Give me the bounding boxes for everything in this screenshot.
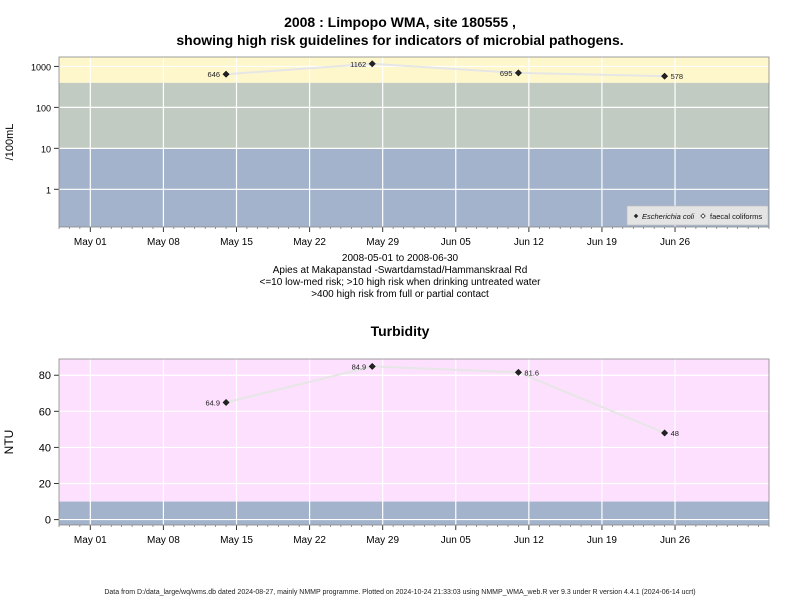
chart2-xtick-label: May 08 (147, 535, 180, 546)
chart2-xtick-label: May 29 (366, 535, 399, 546)
chart1-ytick-label: 10 (41, 144, 51, 154)
chart2-point (661, 429, 669, 437)
chart2-band-0 (59, 501, 769, 525)
chart1-legend-label-ecoli: Escherichia coli (642, 212, 694, 221)
chart1-point (661, 72, 669, 80)
chart1-data-label: 695 (500, 69, 513, 78)
chart2-xtick-label: Jun 12 (514, 535, 544, 546)
chart1-series-line (225, 62, 665, 78)
chart1-xlabel-line2: Apies at Makapanstad -Swartdamstad/Hamma… (272, 265, 528, 276)
chart2-xtick-label: Jun 26 (660, 535, 690, 546)
chart2-point (222, 398, 230, 407)
chart2-title: Turbidity (370, 323, 430, 339)
chart2-ylabel: NTU (2, 430, 16, 455)
chart1-xlabel-line4: >400 high risk from full or partial cont… (311, 289, 489, 300)
chart1-data-label: 1162 (350, 60, 366, 69)
chart2-ytick-label: 20 (39, 479, 51, 491)
chart1-frame (58, 56, 770, 228)
chart1-legend-marker-ecoli (633, 213, 639, 219)
chart1-legend-box (626, 205, 769, 226)
chart2-xtick-label: Jun 19 (587, 535, 617, 546)
chart1-title-line1: 2008 : Limpopo WMA, site 180555 , (284, 14, 516, 30)
chart1-xlabel-line1: 2008-05-01 to 2008-06-30 (341, 253, 459, 264)
chart2-xtick-label: Jun 05 (441, 535, 471, 546)
chart2-data-label: 64.9 (205, 398, 220, 407)
chart1-legend-marker-fc (700, 213, 706, 219)
chart1-xtick-label: Jun 05 (441, 237, 471, 248)
chart2-ytick-label: 0 (45, 515, 51, 527)
chart2-ytick-label: 60 (39, 406, 51, 418)
chart1-ylabel: /100mL (4, 124, 16, 161)
chart2-xtick-label: May 15 (220, 535, 253, 546)
chart2-frame (58, 358, 770, 526)
chart1-data-label: 646 (208, 70, 221, 79)
chart1-xtick-label: May 08 (147, 237, 180, 248)
chart1-title-line2: showing high risk guidelines for indicat… (176, 32, 624, 48)
footer-note: Data from D:/data_large/wq/wms.db dated … (104, 589, 696, 596)
chart2-data-label: 48 (671, 429, 679, 438)
chart2-band-1 (59, 359, 769, 502)
chart2-data-label: 81.6 (524, 368, 539, 377)
chart1-xtick-label: Jun 26 (660, 237, 690, 248)
chart1-band-1 (59, 82, 769, 149)
chart1-xtick-label: May 15 (220, 237, 253, 248)
chart2-xtick-label: May 01 (74, 535, 107, 546)
chart1-point (222, 70, 230, 78)
chart1-point (514, 69, 522, 77)
chart1-xlabel-line3: <=10 low-med risk; >10 high risk when dr… (259, 277, 541, 288)
chart1-xtick-label: May 29 (366, 237, 399, 248)
chart1-data-label: 578 (671, 72, 684, 81)
chart2-point (514, 368, 522, 376)
chart2-xtick-label: May 22 (293, 535, 326, 546)
chart2-point (368, 362, 376, 370)
chart2-series-line (225, 365, 665, 434)
chart1-legend-label-fc: faecal coliforms (710, 212, 762, 221)
chart1-ytick-label: 1 (46, 185, 51, 195)
chart2-ytick-label: 40 (39, 442, 51, 454)
chart2-data-label: 84.9 (352, 362, 367, 371)
chart1-xtick-label: May 01 (74, 237, 107, 248)
chart1-ytick-label: 100 (36, 103, 51, 113)
chart1-band-2 (59, 57, 769, 83)
chart1-xtick-label: Jun 19 (587, 237, 617, 248)
chart2-ytick-label: 80 (39, 370, 51, 382)
chart1-xtick-label: Jun 12 (514, 237, 544, 248)
chart1-xtick-label: May 22 (293, 237, 326, 248)
chart1-ytick-label: 1000 (31, 62, 51, 72)
chart1-point (368, 60, 376, 68)
